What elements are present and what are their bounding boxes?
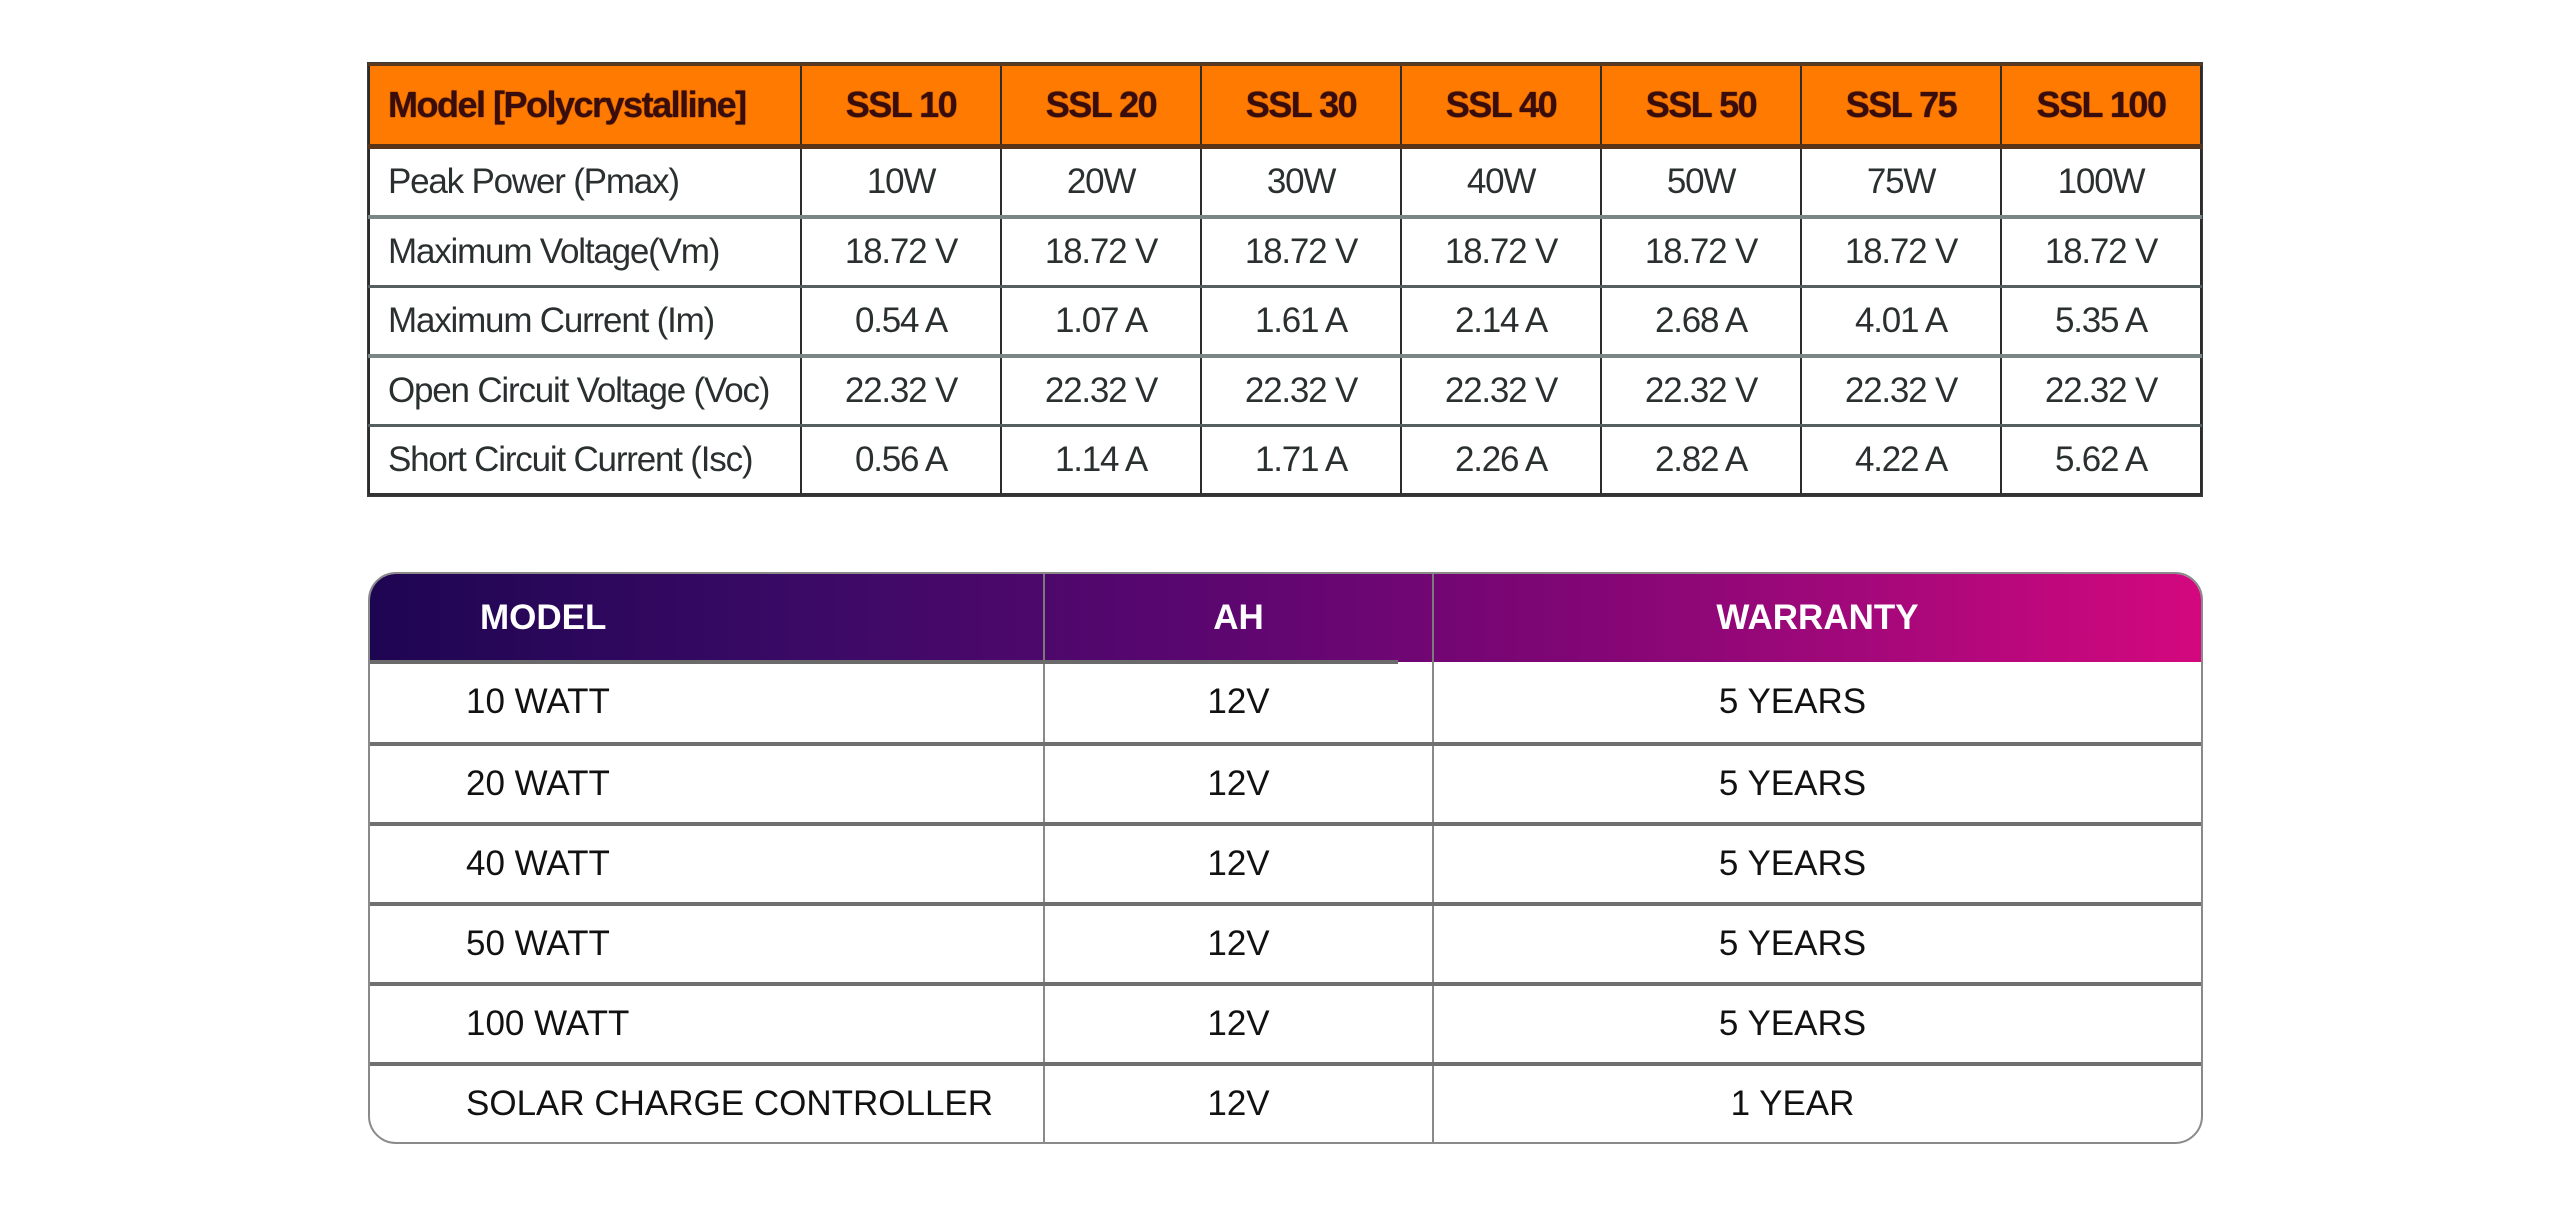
spec-cell: 2.68 A — [1600, 286, 1802, 358]
spec-cell: 20W — [1000, 146, 1202, 219]
spec-cell: 18.72 V — [2000, 217, 2202, 288]
spec-cell: 100W — [2000, 146, 2202, 219]
warranty-cell-model: 50 WATT — [370, 906, 1045, 982]
spec-cell: 75W — [1800, 146, 2002, 219]
spec-cell: 5.62 A — [2000, 425, 2202, 496]
spec-cell: 1.71 A — [1200, 425, 1402, 496]
spec-cell: 4.01 A — [1800, 286, 2002, 358]
spec-header-ssl75: SSL 75 — [1800, 63, 2002, 149]
warranty-header-row: MODEL AH WARRANTY — [370, 574, 2201, 662]
warranty-row: 50 WATT 12V 5 YEARS — [370, 902, 2201, 982]
spec-cell: 18.72 V — [1200, 217, 1402, 288]
spec-row-label: Peak Power (Pmax) — [368, 146, 802, 219]
spec-header-ssl50: SSL 50 — [1600, 63, 1802, 149]
warranty-cell-warranty: 5 YEARS — [1718, 844, 1867, 883]
spec-header-ssl20: SSL 20 — [1000, 63, 1202, 149]
spec-cell: 30W — [1200, 146, 1402, 219]
warranty-table: MODEL AH WARRANTY 10 WATT 12V 5 YEARS 20… — [368, 572, 2203, 1144]
spec-header-ssl100: SSL 100 — [2000, 63, 2202, 149]
spec-cell: 1.14 A — [1000, 425, 1202, 496]
spec-cell: 18.72 V — [1400, 217, 1602, 288]
warranty-header-ah: AH — [1045, 574, 1434, 662]
spec-cell: 2.26 A — [1400, 425, 1602, 496]
warranty-cell-model: 100 WATT — [370, 986, 1045, 1062]
warranty-cell-model: SOLAR CHARGE CONTROLLER — [370, 1066, 1045, 1142]
spec-row-short-circuit-current: Short Circuit Current (Isc) 0.56 A 1.14 … — [368, 425, 2202, 496]
spec-row-label: Maximum Current (Im) — [368, 286, 802, 358]
warranty-cell-ah: 12V — [1045, 746, 1434, 822]
spec-row-label: Short Circuit Current (Isc) — [368, 425, 802, 496]
spec-row-peak-power: Peak Power (Pmax) 10W 20W 30W 40W 50W 75… — [368, 146, 2202, 219]
spec-row-max-current: Maximum Current (Im) 0.54 A 1.07 A 1.61 … — [368, 286, 2202, 358]
warranty-row: 100 WATT 12V 5 YEARS — [370, 982, 2201, 1062]
spec-cell: 22.32 V — [1800, 356, 2002, 427]
spec-cell: 22.32 V — [1000, 356, 1202, 427]
spec-cell: 22.32 V — [1600, 356, 1802, 427]
spec-cell: 22.32 V — [800, 356, 1002, 427]
solar-panel-spec-table: Model [Polycrystalline] SSL 10 SSL 20 SS… — [368, 63, 2202, 496]
warranty-row: 40 WATT 12V 5 YEARS — [370, 822, 2201, 902]
spec-cell: 1.07 A — [1000, 286, 1202, 358]
warranty-cell-warranty: 5 YEARS — [1718, 1004, 1867, 1043]
warranty-cell-warranty: 1 YEAR — [1730, 1084, 1855, 1123]
warranty-header-warranty: WARRANTY — [1716, 598, 1919, 637]
spec-cell: 50W — [1600, 146, 1802, 219]
spec-cell: 4.22 A — [1800, 425, 2002, 496]
spec-cell: 22.32 V — [1200, 356, 1402, 427]
warranty-cell-model: 20 WATT — [370, 746, 1045, 822]
warranty-cell-ah: 12V — [1045, 662, 1434, 742]
spec-cell: 2.82 A — [1600, 425, 1802, 496]
spec-header-model: Model [Polycrystalline] — [368, 63, 802, 149]
spec-cell: 22.32 V — [2000, 356, 2202, 427]
spec-row-label: Maximum Voltage(Vm) — [368, 217, 802, 288]
spec-cell: 18.72 V — [1600, 217, 1802, 288]
spec-row-label: Open Circuit Voltage (Voc) — [368, 356, 802, 427]
spec-row-open-circuit-voltage: Open Circuit Voltage (Voc) 22.32 V 22.32… — [368, 356, 2202, 427]
spec-cell: 0.54 A — [800, 286, 1002, 358]
warranty-row: 20 WATT 12V 5 YEARS — [370, 742, 2201, 822]
warranty-cell-ah: 12V — [1045, 906, 1434, 982]
spec-cell: 18.72 V — [1000, 217, 1202, 288]
warranty-row: 10 WATT 12V 5 YEARS — [370, 662, 2201, 742]
spec-cell: 10W — [800, 146, 1002, 219]
spec-cell: 1.61 A — [1200, 286, 1402, 358]
spec-header-row: Model [Polycrystalline] SSL 10 SSL 20 SS… — [368, 63, 2202, 149]
spec-cell: 22.32 V — [1400, 356, 1602, 427]
warranty-row: SOLAR CHARGE CONTROLLER 12V 1 YEAR — [370, 1062, 2201, 1142]
header-divider — [370, 660, 1398, 664]
warranty-cell-model: 10 WATT — [370, 662, 1045, 742]
spec-cell: 2.14 A — [1400, 286, 1602, 358]
spec-cell: 18.72 V — [1800, 217, 2002, 288]
spec-cell: 18.72 V — [800, 217, 1002, 288]
spec-header-ssl30: SSL 30 — [1200, 63, 1402, 149]
spec-cell: 5.35 A — [2000, 286, 2202, 358]
warranty-cell-ah: 12V — [1045, 1066, 1434, 1142]
spec-row-max-voltage: Maximum Voltage(Vm) 18.72 V 18.72 V 18.7… — [368, 217, 2202, 288]
warranty-cell-ah: 12V — [1045, 826, 1434, 902]
spec-cell: 40W — [1400, 146, 1602, 219]
warranty-cell-warranty: 5 YEARS — [1718, 924, 1867, 963]
spec-cell: 0.56 A — [800, 425, 1002, 496]
warranty-cell-warranty: 5 YEARS — [1718, 764, 1867, 803]
spec-header-ssl40: SSL 40 — [1400, 63, 1602, 149]
warranty-header-model: MODEL — [370, 574, 1045, 662]
warranty-cell-model: 40 WATT — [370, 826, 1045, 902]
warranty-cell-warranty: 5 YEARS — [1718, 682, 1867, 721]
warranty-cell-ah: 12V — [1045, 986, 1434, 1062]
spec-header-ssl10: SSL 10 — [800, 63, 1002, 149]
